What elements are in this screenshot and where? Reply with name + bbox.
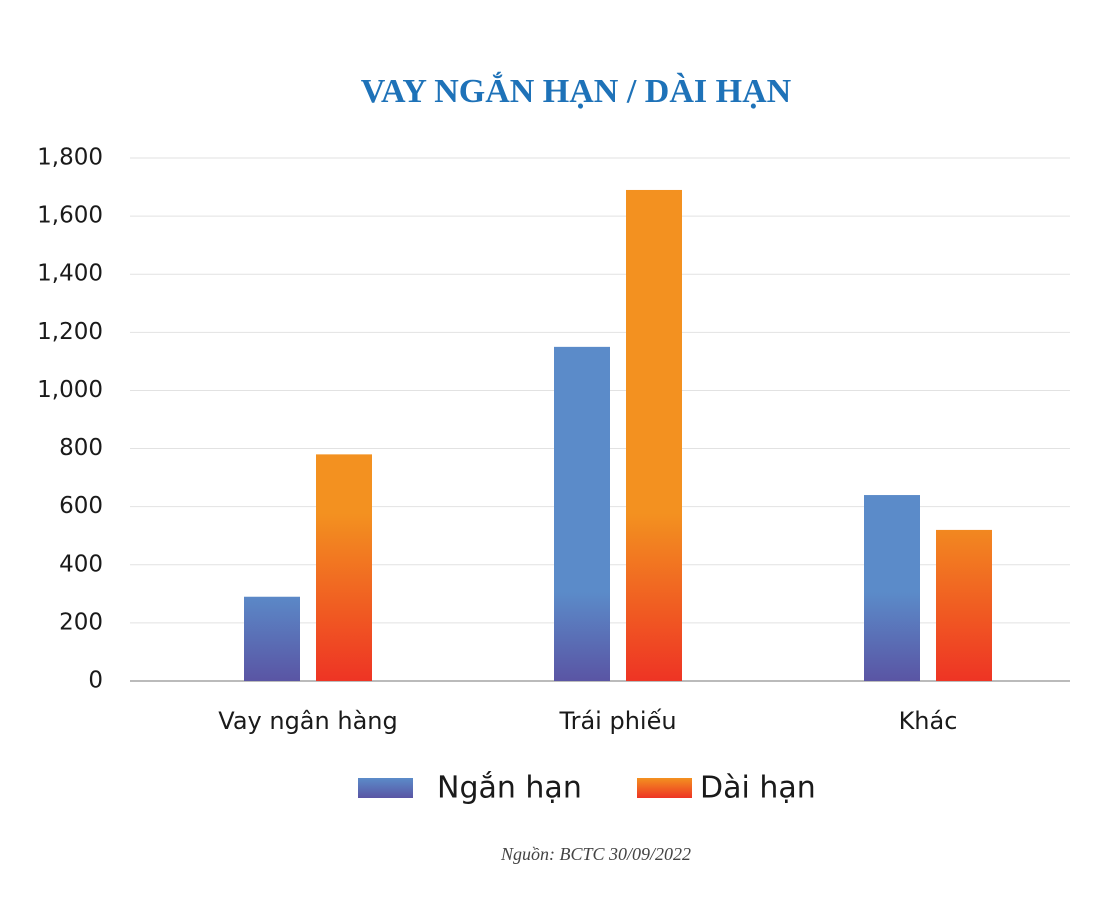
x-tick-label: Vay ngân hàng — [218, 707, 397, 735]
chart-title: VAY NGẮN HẠN / DÀI HẠN — [361, 71, 792, 110]
legend-swatch — [358, 778, 413, 798]
y-tick-label: 1,000 — [37, 377, 103, 403]
legend-swatch — [637, 778, 692, 798]
bar — [936, 529, 992, 681]
bar — [554, 346, 610, 681]
y-tick-label: 1,600 — [37, 203, 103, 229]
source-note: Nguồn: BCTC 30/09/2022 — [500, 844, 691, 864]
bar — [316, 454, 372, 681]
bar — [864, 495, 920, 681]
x-tick-label: Trái phiếu — [558, 707, 676, 735]
legend-label: Dài hạn — [700, 771, 816, 806]
y-tick-label: 600 — [59, 493, 103, 519]
y-tick-label: 200 — [59, 609, 103, 635]
legend-label: Ngắn hạn — [437, 771, 582, 806]
bar — [626, 189, 682, 681]
y-tick-label: 0 — [88, 668, 103, 694]
bar — [244, 596, 300, 681]
y-tick-label: 800 — [59, 435, 103, 461]
y-tick-label: 1,200 — [37, 319, 103, 345]
x-tick-label: Khác — [899, 707, 958, 735]
y-tick-label: 1,800 — [37, 145, 103, 171]
y-tick-label: 1,400 — [37, 261, 103, 287]
y-tick-label: 400 — [59, 551, 103, 577]
